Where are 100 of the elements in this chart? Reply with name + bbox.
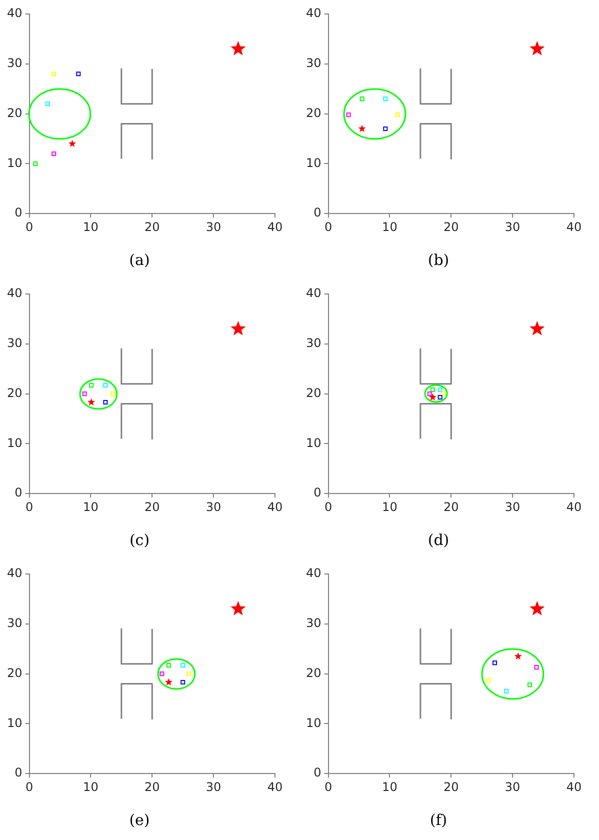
x-tick-label: 0 [324, 500, 332, 514]
y-tick-label: 20 [306, 106, 322, 120]
y-tick-label: 30 [306, 56, 322, 70]
y-tick-label: 30 [6, 56, 22, 70]
x-tick-label: 0 [25, 780, 34, 794]
x-tick-label: 10 [382, 500, 398, 514]
point [438, 395, 442, 400]
point [160, 672, 164, 676]
y-tick-label: 40 [6, 286, 22, 300]
y-tick-label: 0 [14, 206, 22, 220]
point [383, 96, 388, 102]
point [230, 320, 246, 336]
point [76, 72, 81, 76]
x-tick-label: 20 [144, 780, 160, 794]
point [89, 383, 94, 388]
x-tick-label: 40 [566, 780, 582, 794]
point [358, 124, 366, 132]
x-tick-label: 10 [382, 780, 398, 794]
x-tick-label: 20 [144, 220, 160, 234]
point [346, 112, 351, 118]
x-tick-label: 40 [566, 220, 582, 234]
point [492, 660, 498, 666]
point [230, 40, 246, 56]
y-tick-label: 30 [306, 616, 322, 630]
y-tick-label: 20 [306, 386, 322, 400]
x-tick-label: 10 [83, 220, 98, 234]
point [530, 320, 545, 336]
x-tick-label: 10 [83, 500, 98, 514]
point [164, 678, 173, 686]
y-tick-label: 30 [6, 336, 22, 350]
point [45, 102, 50, 106]
point [427, 392, 432, 396]
x-tick-label: 40 [267, 220, 283, 234]
text: (d) [428, 530, 450, 549]
x-tick-label: 30 [504, 500, 520, 514]
y-tick-label: 10 [306, 716, 322, 730]
x-tick-label: 0 [25, 220, 34, 234]
x-tick-label: 40 [566, 500, 582, 514]
point [68, 140, 76, 147]
point [103, 400, 108, 405]
y-tick-label: 20 [6, 106, 22, 120]
y-tick-label: 30 [6, 616, 22, 630]
x-tick-label: 30 [206, 220, 222, 234]
point [528, 682, 532, 688]
x-tick-label: 40 [267, 500, 283, 514]
y-tick-label: 0 [314, 486, 322, 500]
y-tick-label: 10 [6, 436, 22, 450]
point [88, 398, 96, 406]
y-tick-label: 30 [306, 336, 322, 350]
point [166, 663, 171, 668]
y-tick-label: 40 [306, 6, 322, 20]
y-tick-label: 40 [6, 566, 22, 580]
x-tick-label: 10 [83, 780, 98, 794]
text: (b) [428, 250, 450, 269]
point [395, 112, 400, 118]
y-tick-label: 20 [306, 666, 322, 680]
point [534, 665, 539, 670]
x-tick-label: 20 [144, 500, 160, 514]
text: (a) [129, 250, 150, 269]
point [186, 672, 192, 676]
x-tick-label: 20 [443, 220, 459, 234]
point [103, 383, 108, 388]
point [33, 161, 38, 166]
point [530, 40, 545, 56]
point [52, 151, 56, 156]
y-tick-label: 10 [6, 716, 22, 730]
y-tick-label: 10 [306, 436, 322, 450]
text: (c) [129, 530, 150, 549]
point [440, 392, 446, 396]
text: (e) [129, 810, 150, 829]
point [180, 663, 186, 668]
y-tick-label: 10 [6, 156, 22, 170]
y-tick-label: 40 [306, 286, 322, 300]
point [82, 392, 87, 396]
x-tick-label: 40 [267, 780, 283, 794]
y-tick-label: 0 [314, 206, 322, 220]
point [504, 688, 509, 694]
point [530, 600, 545, 616]
x-tick-label: 20 [443, 500, 459, 514]
x-tick-label: 30 [504, 780, 520, 794]
y-tick-label: 40 [6, 6, 22, 20]
point [514, 652, 522, 660]
point [230, 600, 246, 616]
point [110, 392, 116, 396]
point [180, 680, 186, 685]
x-tick-label: 0 [324, 780, 332, 794]
x-tick-label: 30 [206, 500, 222, 514]
point [430, 388, 435, 392]
x-tick-label: 0 [25, 500, 34, 514]
y-tick-label: 20 [6, 666, 22, 680]
x-tick-label: 30 [504, 220, 520, 234]
y-tick-label: 0 [14, 486, 22, 500]
y-tick-label: 40 [306, 566, 322, 580]
point [383, 126, 388, 132]
y-tick-label: 10 [306, 156, 322, 170]
x-tick-label: 30 [206, 780, 222, 794]
text: (f) [430, 810, 448, 829]
y-tick-label: 0 [314, 766, 322, 780]
x-tick-label: 10 [382, 220, 398, 234]
x-tick-label: 20 [443, 780, 459, 794]
